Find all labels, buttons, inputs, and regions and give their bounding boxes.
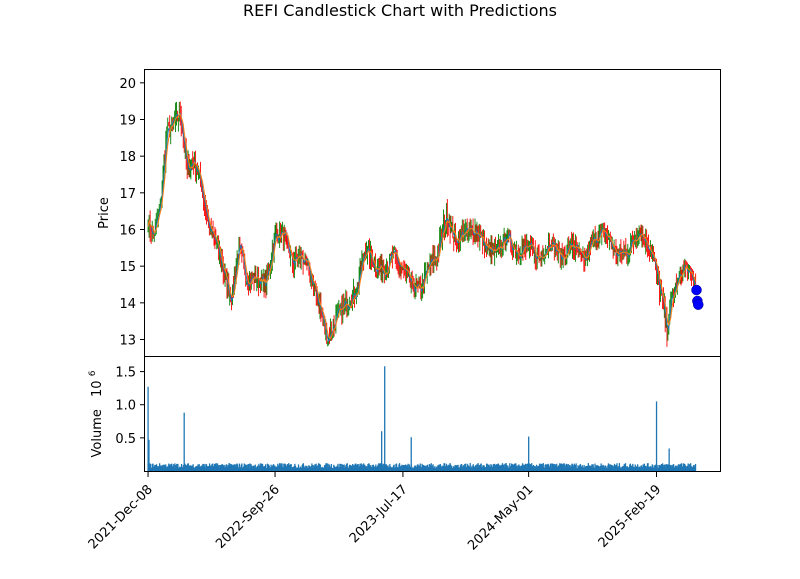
volume-bar (575, 463, 577, 471)
price-panel-frame (144, 69, 721, 357)
chart-title: REFI Candlestick Chart with Predictions (243, 1, 557, 20)
volume-spike-bar (410, 437, 412, 471)
volume-y-tick-label: 1.5 (115, 366, 136, 381)
volume-bar (594, 463, 596, 471)
volume-bar (564, 465, 566, 471)
volume-bar (550, 463, 552, 471)
volume-axis-label-group: Volume 10 6 (88, 370, 105, 457)
volume-scale-base: 10 (90, 380, 105, 397)
moving-average-slow-line (147, 113, 697, 340)
volume-panel-frame (144, 356, 721, 472)
volume-axis-label-text: Volume (90, 409, 105, 457)
volume-bar (241, 463, 243, 471)
volume-bar (480, 463, 482, 471)
price-y-tick-label: 17 (119, 187, 136, 202)
volume-spike-bar (655, 401, 658, 471)
volume-bar (664, 464, 666, 471)
volume-y-tick-label: 0.5 (115, 432, 136, 447)
volume-bar (472, 464, 474, 471)
volume-bar (177, 463, 179, 471)
volume-bar (149, 464, 152, 471)
volume-bar (238, 463, 241, 471)
volume-bar (432, 464, 434, 471)
volume-spike-bar (148, 439, 150, 471)
volume-bar (694, 463, 697, 471)
volume-y-tick-label: 1.0 (115, 399, 136, 414)
price-axis-label: Price (97, 197, 112, 229)
x-tick-label: 2025-Feb-19 (596, 482, 665, 551)
volume-spike-bar (384, 366, 386, 471)
volume-bar (249, 463, 251, 471)
volume-bar (152, 463, 154, 471)
volume-bar (236, 464, 239, 471)
volume-bar (343, 464, 345, 471)
volume-bar (357, 464, 359, 471)
volume-spike-bar (668, 448, 670, 471)
volume-bar (407, 463, 409, 471)
volume-bar (165, 464, 167, 471)
volume-bar (264, 464, 267, 471)
volume-bar (448, 464, 450, 471)
volume-spike-bar (381, 431, 383, 471)
volume-bar (477, 463, 479, 471)
volume-bar (254, 464, 256, 471)
volume-bar (297, 464, 300, 471)
volume-bar (218, 465, 220, 471)
volume-bar (637, 464, 639, 471)
volume-bar (290, 464, 292, 471)
volume-bar (346, 463, 348, 471)
volume-bar (192, 464, 194, 471)
x-tick-label: 2023-Jul-17 (347, 482, 411, 546)
x-tick-label: 2021-Dec-08 (86, 482, 156, 552)
volume-bar (173, 464, 175, 471)
volume-bar (225, 464, 228, 471)
price-y-axis: 13 14 15 16 17 18 19 20 (119, 77, 145, 349)
volume-spike-bar (528, 436, 530, 471)
price-y-tick-label: 15 (119, 260, 136, 275)
date-x-axis: 2021-Dec-08 2022-Sep-26 2023-Jul-17 2024-Ma… (86, 472, 665, 553)
volume-scale-exponent: 6 (88, 370, 98, 376)
volume-bar (583, 464, 585, 471)
x-tick-label: 2024-May-01 (465, 482, 536, 553)
volume-bar (562, 463, 564, 471)
volume-bar (542, 463, 544, 471)
volume-bar (247, 464, 250, 471)
price-y-tick-label: 16 (119, 224, 136, 239)
x-tick-label: 2022-Sep-26 (213, 482, 283, 552)
volume-bar (398, 463, 401, 471)
volume-spike-bar (183, 412, 185, 471)
moving-average-fast-line (147, 112, 697, 342)
volume-bar (687, 463, 689, 471)
volume-bar (506, 465, 508, 471)
price-y-tick-label: 18 (119, 150, 136, 165)
volume-bar (509, 463, 511, 471)
price-y-tick-label: 19 (119, 114, 136, 129)
volume-bar (327, 463, 329, 471)
volume-bar (223, 464, 225, 471)
volume-spike-bar (147, 386, 149, 471)
volume-bar (325, 463, 328, 471)
volume-bar (330, 464, 333, 471)
volume-plot-area (147, 366, 697, 471)
volume-axis-label: Volume 10 6 (88, 370, 105, 457)
volume-y-axis: 0.5 1.0 1.5 (115, 366, 145, 447)
price-plot-area (147, 101, 704, 347)
price-y-tick-label: 14 (119, 297, 136, 312)
volume-bar (689, 463, 692, 471)
price-y-tick-label: 13 (119, 334, 136, 349)
volume-bar (524, 463, 527, 471)
volume-bar (469, 463, 471, 471)
volume-bar (632, 463, 634, 471)
price-y-tick-label: 20 (119, 77, 136, 92)
prediction-point (693, 299, 704, 310)
prediction-point (691, 284, 702, 296)
volume-bar (629, 463, 632, 471)
